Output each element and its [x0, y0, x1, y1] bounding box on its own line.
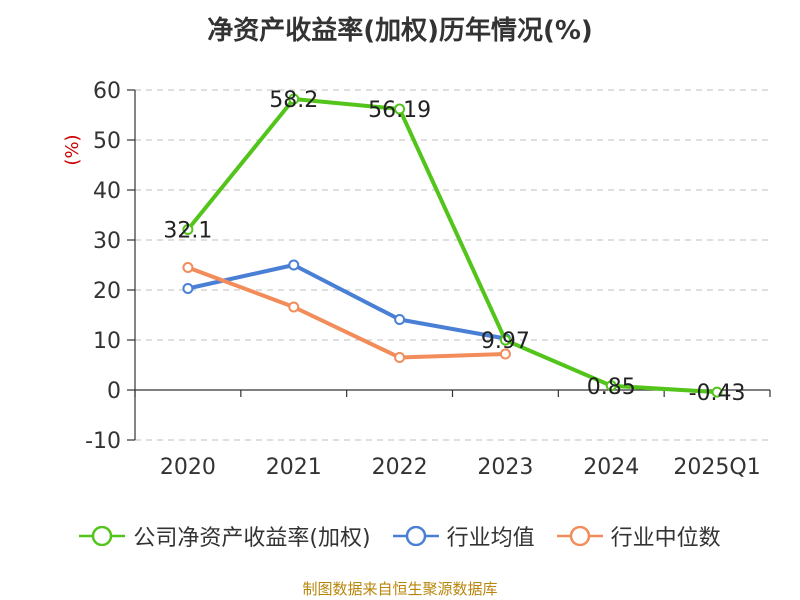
- y-tick-label: -10: [85, 429, 121, 454]
- data-point[interactable]: [711, 386, 723, 398]
- legend-marker-industry-median: [556, 526, 603, 546]
- y-axis-label: (%): [62, 134, 83, 165]
- data-point[interactable]: [394, 103, 406, 115]
- chart-title: 净资产收益率(加权)历年情况(%): [207, 16, 593, 46]
- source-note: 制图数据来自恒生聚源数据库: [302, 580, 498, 598]
- data-label: 9.97: [481, 329, 530, 354]
- data-point[interactable]: [288, 259, 300, 271]
- axes: -10 0 10 20 30 40 50 60 2020 2021 2022 2023 2024 2025…: [62, 79, 771, 480]
- y-tick-label: 60: [93, 79, 121, 104]
- series-line: [187, 265, 506, 360]
- data-label: 32.1: [163, 219, 212, 244]
- x-tick-label: 2025Q1: [673, 455, 760, 480]
- legend-label-company: 公司净资产收益率(加权): [133, 526, 371, 551]
- legend: 公司净资产收益率(加权) 行业均值 行业中位数: [0, 520, 800, 552]
- series-lines: [182, 93, 723, 398]
- data-label: -0.43: [689, 381, 746, 406]
- y-tick-label: 50: [93, 129, 121, 154]
- series-line: [187, 263, 506, 341]
- legend-label-industry-mean: 行业均值: [446, 526, 535, 551]
- y-tick-label: 0: [107, 379, 121, 404]
- x-tick-label: 2023: [477, 455, 533, 480]
- x-tick-label: 2022: [372, 455, 428, 480]
- data-point[interactable]: [394, 352, 406, 363]
- data-point[interactable]: [394, 314, 406, 325]
- legend-label-industry-median: 行业中位数: [610, 526, 721, 551]
- data-labels: 32.1 58.2 56.19 9.97 0.85 -0.43: [163, 88, 745, 406]
- data-point[interactable]: [182, 283, 194, 294]
- data-point[interactable]: [182, 262, 194, 273]
- data-label: 0.85: [587, 375, 636, 400]
- legend-marker-industry-mean: [392, 526, 439, 546]
- data-point[interactable]: [288, 301, 300, 313]
- legend-item-industry-mean[interactable]: 行业均值: [392, 520, 535, 552]
- data-label: 56.19: [368, 98, 431, 123]
- data-label: 58.2: [269, 88, 318, 113]
- series-line: [186, 97, 718, 395]
- x-tick-label: 2020: [160, 455, 216, 480]
- y-tick-label: 20: [93, 279, 121, 304]
- y-tick-label: 10: [93, 329, 121, 354]
- legend-marker-company: [79, 526, 126, 546]
- x-tick-label: 2021: [266, 455, 322, 480]
- data-point[interactable]: [499, 348, 511, 360]
- y-tick-label: 30: [93, 229, 121, 254]
- legend-item-industry-median[interactable]: 行业中位数: [556, 520, 721, 552]
- legend-item-company[interactable]: 公司净资产收益率(加权): [79, 520, 371, 552]
- data-point[interactable]: [288, 93, 300, 105]
- data-point[interactable]: [182, 224, 194, 235]
- x-tick-label: 2024: [583, 455, 639, 480]
- data-point[interactable]: [499, 334, 511, 346]
- grid-lines: [135, 89, 770, 441]
- data-point[interactable]: [605, 380, 617, 392]
- y-tick-label: 40: [93, 179, 121, 204]
